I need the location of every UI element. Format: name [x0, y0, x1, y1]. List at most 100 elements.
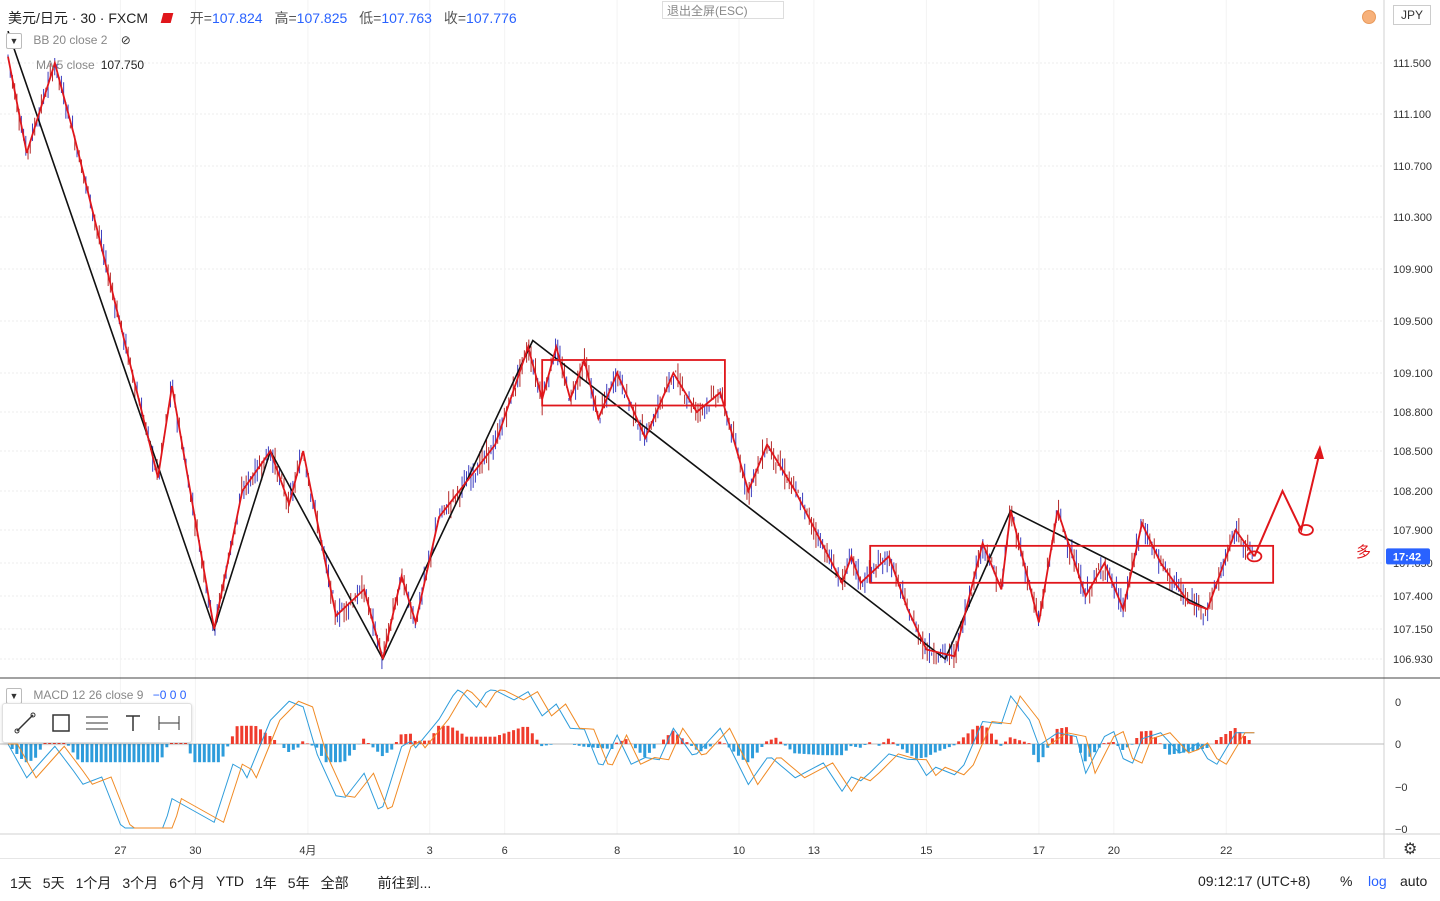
- macd-histogram-bar: [109, 744, 112, 762]
- macd-histogram-bar: [371, 744, 374, 747]
- macd-histogram-bar: [793, 744, 796, 753]
- macd-tick-label: 0: [1395, 739, 1401, 751]
- macd-histogram-bar: [315, 744, 318, 748]
- macd-histogram-bar: [1065, 727, 1068, 744]
- macd-histogram-bar: [376, 744, 379, 752]
- bb-indicator-legend[interactable]: ▼ BB 20 close 2 ⊘: [6, 33, 131, 49]
- macd-histogram-bar: [226, 744, 229, 746]
- eye-hidden-icon[interactable]: ⊘: [121, 33, 131, 47]
- macd-histogram-bar: [854, 744, 857, 747]
- macd-label: MACD 12 26 close 9: [33, 688, 143, 702]
- low-label: 低=: [359, 10, 381, 26]
- macd-histogram-bar: [1023, 742, 1026, 744]
- macd-histogram-bar: [207, 744, 210, 762]
- percent-toggle[interactable]: %: [1340, 873, 1352, 889]
- macd-histogram-bar: [807, 744, 810, 754]
- range-1m[interactable]: 1个月: [76, 873, 112, 893]
- macd-histogram-bar: [489, 737, 492, 744]
- macd-histogram-bar: [812, 744, 815, 755]
- time-tick-label: 30: [189, 845, 201, 857]
- measure-tool[interactable]: [151, 707, 187, 739]
- log-toggle[interactable]: log: [1368, 873, 1387, 889]
- range-all[interactable]: 全部: [321, 873, 349, 893]
- candlestick-series: [8, 55, 1252, 670]
- macd-histogram-bar: [465, 737, 468, 744]
- auto-toggle[interactable]: auto: [1400, 873, 1427, 889]
- macd-histogram-bar: [863, 744, 866, 745]
- range-6m[interactable]: 6个月: [169, 873, 205, 893]
- price-axis-labels: 111.500111.100110.700110.300109.900109.5…: [1393, 58, 1433, 666]
- rectangle-tool[interactable]: [43, 707, 79, 739]
- range-5d[interactable]: 5天: [43, 873, 65, 893]
- macd-histogram-bar: [592, 744, 595, 748]
- macd-histogram-bar: [896, 744, 899, 746]
- symbol-title[interactable]: 美元/日元 · 30 · FXCM: [8, 10, 148, 26]
- trend-line-icon: [14, 712, 36, 734]
- trend-line-tool[interactable]: [7, 707, 43, 739]
- macd-histogram-bar: [29, 744, 32, 761]
- range-1y[interactable]: 1年: [255, 873, 277, 893]
- status-dot-icon[interactable]: [1362, 10, 1376, 24]
- text-tool[interactable]: [115, 707, 151, 739]
- macd-histogram-bar: [1163, 744, 1166, 749]
- macd-histogram-bar: [1224, 734, 1227, 744]
- ma-value: 107.750: [101, 58, 144, 72]
- black-zigzag-line: [8, 31, 1208, 659]
- macd-indicator-legend[interactable]: ▼ MACD 12 26 close 9 −0 0 0: [6, 688, 186, 704]
- macd-histogram-bar: [306, 743, 309, 744]
- macd-histogram-bar: [582, 744, 585, 747]
- macd-histogram-bar: [292, 744, 295, 750]
- fib-tool[interactable]: [79, 707, 115, 739]
- macd-histogram-bar: [531, 733, 534, 744]
- gear-icon[interactable]: ⚙: [1403, 839, 1417, 859]
- macd-histogram-bar: [339, 744, 342, 762]
- macd-histogram-bar: [779, 742, 782, 744]
- arrow-line: [1254, 451, 1320, 556]
- macd-histogram-bar: [990, 734, 993, 744]
- macd-histogram-bar: [484, 737, 487, 744]
- chevron-down-icon[interactable]: ▼: [6, 33, 22, 49]
- clock-timezone[interactable]: 09:12:17 (UTC+8): [1198, 873, 1310, 889]
- macd-histogram-bar: [910, 744, 913, 756]
- range-selector: 1天 5天 1个月 3个月 6个月 YTD 1年 5年 全部 前往到...: [10, 873, 442, 893]
- macd-histogram-bar: [625, 739, 628, 744]
- range-1d[interactable]: 1天: [10, 873, 32, 893]
- range-3m[interactable]: 3个月: [122, 873, 158, 893]
- price-tick-label: 111.100: [1393, 109, 1431, 121]
- macd-histogram-bar: [231, 736, 234, 744]
- chevron-down-icon[interactable]: ▼: [6, 688, 22, 704]
- price-tick-label: 107.400: [1393, 591, 1433, 603]
- macd-histogram-bar: [362, 739, 365, 744]
- macd-histogram-bar: [709, 744, 712, 746]
- range-ytd[interactable]: YTD: [216, 873, 244, 893]
- macd-histogram-bar: [596, 744, 599, 748]
- low-value: 107.763: [381, 10, 432, 26]
- time-tick-label: 4月: [299, 845, 316, 857]
- macd-histogram-bar: [1018, 740, 1021, 744]
- macd-histogram-bar: [142, 744, 145, 762]
- macd-histogram-bar: [1009, 737, 1012, 744]
- macd-histogram-bar: [924, 744, 927, 757]
- macd-pane: [0, 690, 1384, 828]
- currency-badge[interactable]: JPY: [1393, 5, 1431, 25]
- macd-histogram-bar: [217, 744, 220, 762]
- macd-histogram-bar: [934, 744, 937, 752]
- black-zigzag-trend: [8, 31, 1208, 659]
- macd-histogram-bar: [367, 743, 370, 744]
- macd-histogram-bar: [765, 741, 768, 744]
- macd-tick-label: −0: [1395, 824, 1408, 836]
- macd-histogram-bar: [962, 737, 965, 744]
- price-tick-label: 108.500: [1393, 446, 1433, 458]
- macd-histogram-bar: [222, 744, 225, 757]
- goto-date-button[interactable]: 前往到...: [378, 873, 432, 893]
- macd-histogram-bar: [400, 734, 403, 744]
- flag-icon[interactable]: [161, 13, 174, 23]
- time-tick-label: 8: [614, 845, 620, 857]
- range-5y[interactable]: 5年: [288, 873, 310, 893]
- macd-histogram-bar: [826, 744, 829, 755]
- macd-histogram-bar: [1070, 736, 1073, 744]
- current-price-label: 17:42: [1386, 548, 1430, 564]
- exit-fullscreen-button[interactable]: 退出全屏(ESC): [662, 1, 784, 19]
